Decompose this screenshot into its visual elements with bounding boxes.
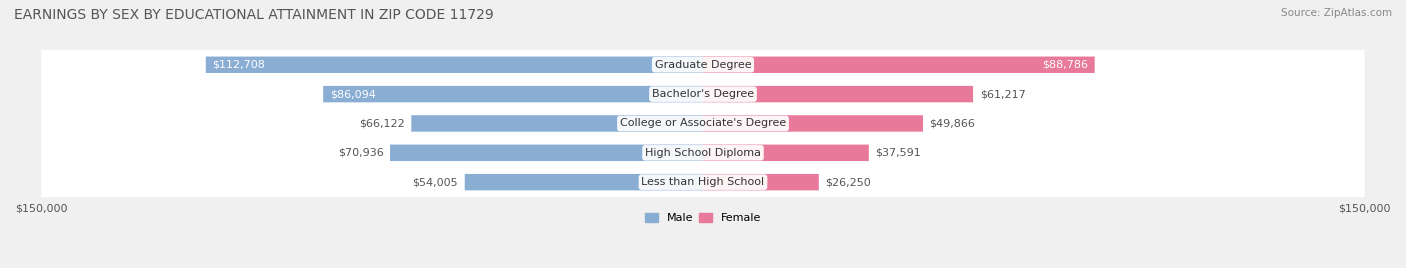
FancyBboxPatch shape [41,79,1365,109]
Text: Bachelor's Degree: Bachelor's Degree [652,89,754,99]
FancyBboxPatch shape [703,115,922,132]
FancyBboxPatch shape [41,109,1365,139]
Text: $88,786: $88,786 [1042,60,1088,70]
Text: $61,217: $61,217 [980,89,1025,99]
Legend: Male, Female: Male, Female [640,209,766,228]
Text: $37,591: $37,591 [876,148,921,158]
FancyBboxPatch shape [703,174,818,190]
FancyBboxPatch shape [703,86,973,102]
Text: Source: ZipAtlas.com: Source: ZipAtlas.com [1281,8,1392,18]
Text: $49,866: $49,866 [929,118,976,128]
Text: $66,122: $66,122 [359,118,405,128]
FancyBboxPatch shape [41,50,1365,80]
FancyBboxPatch shape [465,174,703,190]
Text: $112,708: $112,708 [212,60,266,70]
FancyBboxPatch shape [412,115,703,132]
FancyBboxPatch shape [41,138,1365,168]
FancyBboxPatch shape [205,57,703,73]
FancyBboxPatch shape [703,57,1095,73]
Text: College or Associate's Degree: College or Associate's Degree [620,118,786,128]
FancyBboxPatch shape [703,145,869,161]
Text: $26,250: $26,250 [825,177,872,187]
Text: EARNINGS BY SEX BY EDUCATIONAL ATTAINMENT IN ZIP CODE 11729: EARNINGS BY SEX BY EDUCATIONAL ATTAINMEN… [14,8,494,22]
FancyBboxPatch shape [41,167,1365,197]
Text: High School Diploma: High School Diploma [645,148,761,158]
Text: Less than High School: Less than High School [641,177,765,187]
FancyBboxPatch shape [323,86,703,102]
Text: Graduate Degree: Graduate Degree [655,60,751,70]
Text: $54,005: $54,005 [412,177,458,187]
Text: $70,936: $70,936 [337,148,384,158]
Text: $86,094: $86,094 [330,89,375,99]
FancyBboxPatch shape [389,145,703,161]
